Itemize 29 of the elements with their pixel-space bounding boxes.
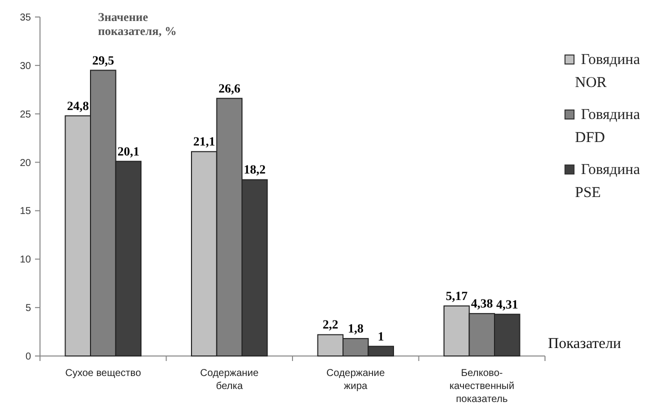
data-label: 20,1 bbox=[117, 144, 140, 158]
data-label: 24,8 bbox=[66, 98, 89, 113]
x-tick-label: Белково-качественный показатель bbox=[449, 368, 514, 404]
x-tick-label: Содержание белка bbox=[200, 368, 260, 392]
y-tick-label: 0 bbox=[25, 352, 32, 362]
y-tick-label: 10 bbox=[20, 254, 32, 266]
y-tick-label: 15 bbox=[20, 206, 32, 218]
y-tick-label: 35 bbox=[20, 12, 32, 24]
data-label: 26,6 bbox=[218, 81, 240, 96]
y-axis-title: Значение показателя, % bbox=[98, 10, 177, 38]
x-tick-label: Сухое вещество bbox=[65, 368, 142, 379]
data-label: 5,17 bbox=[446, 288, 468, 303]
y-tick-label: 20 bbox=[20, 158, 32, 169]
data-label: 18,2 bbox=[244, 162, 266, 177]
y-tick-label: 25 bbox=[20, 109, 32, 120]
data-label: 1,8 bbox=[348, 322, 364, 336]
data-label: 4,38 bbox=[470, 296, 493, 311]
y-tick-label: 30 bbox=[20, 60, 32, 72]
legend-label: Говядина PSE bbox=[575, 162, 640, 201]
data-label: 4,31 bbox=[496, 297, 518, 312]
x-tick-label: Содержание жира bbox=[326, 368, 386, 392]
y-tick-label: 5 bbox=[25, 303, 32, 314]
data-label: 2,2 bbox=[322, 318, 338, 332]
data-label: 1 bbox=[378, 329, 384, 344]
legend-label: Говядина NOR bbox=[575, 52, 640, 91]
data-label: 21,1 bbox=[193, 134, 216, 149]
x-axis-title: Показатели bbox=[548, 336, 621, 352]
data-label: 29,5 bbox=[92, 53, 114, 68]
legend-label: Говядина DFD bbox=[575, 107, 640, 146]
